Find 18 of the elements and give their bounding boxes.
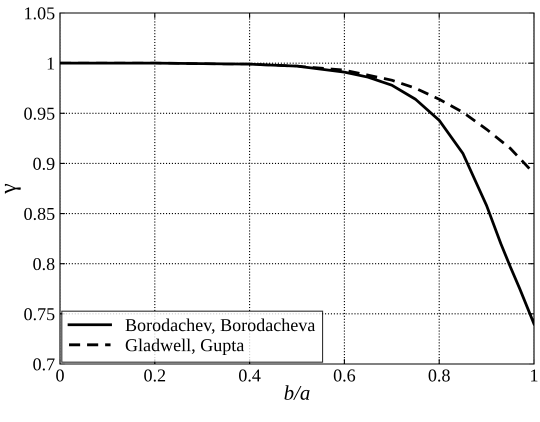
y-tick-label: 0.8 xyxy=(33,258,54,270)
x-tick-label: 0.8 xyxy=(428,369,450,382)
y-tick-label: 0.7 xyxy=(33,358,55,371)
legend-label: Borodachev, Borodacheva xyxy=(126,318,316,334)
y-tick-label: 0.9 xyxy=(33,158,54,170)
y-tick-label: 0.75 xyxy=(24,308,54,320)
legend-label: Gladwell, Gupta xyxy=(126,338,244,355)
x-tick-label: 0.4 xyxy=(239,369,261,382)
y-tick-label: 0.85 xyxy=(24,208,54,220)
x-tick-label: 0 xyxy=(56,369,64,382)
y-tick-label: 1 xyxy=(48,57,54,70)
x-axis-title: b/a xyxy=(284,385,310,400)
x-tick-label: 0.6 xyxy=(334,369,356,382)
x-tick-label: 0.2 xyxy=(144,369,166,382)
y-tick-label: 0.95 xyxy=(24,108,54,120)
x-tick-label: 1 xyxy=(531,369,538,382)
y-axis-title: γ xyxy=(4,184,21,194)
y-tick-label: 1.05 xyxy=(25,7,54,20)
